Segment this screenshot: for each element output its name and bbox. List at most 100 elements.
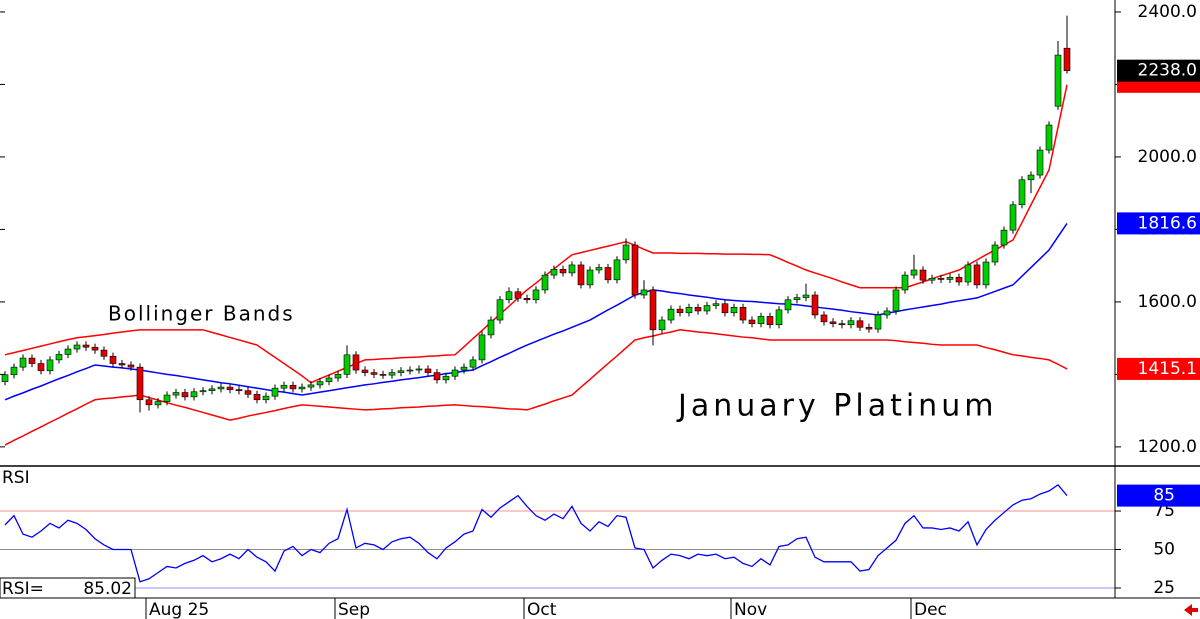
candle-body xyxy=(73,344,81,350)
candle-body xyxy=(1,374,9,382)
candle-body xyxy=(973,264,981,286)
candle-body xyxy=(991,244,999,263)
candle-body xyxy=(883,310,891,316)
candle-body xyxy=(541,274,549,291)
y-tick-label: 2000.0 xyxy=(1138,147,1197,167)
candle-body xyxy=(955,276,963,283)
candle-body xyxy=(856,320,864,328)
candle-body xyxy=(667,308,675,321)
candle-body xyxy=(694,307,702,312)
candle-body xyxy=(217,386,225,390)
candle-body xyxy=(91,346,99,351)
candle-body xyxy=(550,268,558,276)
candle-body xyxy=(676,308,684,314)
candle-body xyxy=(964,264,972,283)
candle-body xyxy=(370,372,378,375)
candle-body xyxy=(568,264,576,274)
annotation: Bollinger Bands xyxy=(108,302,295,326)
candle-body xyxy=(514,291,522,299)
candle-body xyxy=(352,354,360,371)
candle-body xyxy=(289,384,297,390)
candle-body xyxy=(307,384,315,388)
candle-body xyxy=(577,264,585,286)
candle-body xyxy=(505,291,513,301)
value-marker xyxy=(1117,484,1200,507)
candle-body xyxy=(532,289,540,301)
candle-body xyxy=(208,388,216,392)
candle-body xyxy=(451,369,459,377)
candle-body xyxy=(1009,204,1017,231)
candle-body xyxy=(226,386,234,390)
candle-body xyxy=(118,363,126,366)
candle-body xyxy=(343,354,351,375)
candle-body xyxy=(775,309,783,326)
candle-body xyxy=(127,364,135,368)
candle-body xyxy=(100,349,108,357)
candle-body xyxy=(523,297,531,301)
candle-body xyxy=(919,269,927,281)
candle-body xyxy=(424,368,432,373)
candle-body xyxy=(721,303,729,314)
candle-body xyxy=(559,268,567,274)
candle-body xyxy=(640,289,648,296)
candle-body xyxy=(325,377,333,382)
y-tick-label: 50 xyxy=(1153,540,1175,560)
candle-body xyxy=(649,289,657,331)
candle-body xyxy=(1018,179,1026,206)
candle-body xyxy=(442,375,450,381)
candle-body xyxy=(46,359,54,372)
candle-body xyxy=(19,357,27,368)
y-tick-label: 25 xyxy=(1153,578,1175,598)
band-line xyxy=(4,84,1068,384)
candle-body xyxy=(703,305,711,312)
x-tick-label: Oct xyxy=(527,600,557,619)
candle-body xyxy=(172,392,180,396)
x-tick-label: Aug 25 xyxy=(149,600,209,619)
y-tick-label: 1200.0 xyxy=(1138,437,1197,457)
y-tick-label: 1600.0 xyxy=(1138,292,1197,312)
chart-title: January Platinum xyxy=(676,389,997,424)
candle-body xyxy=(487,319,495,336)
candle-body xyxy=(937,278,945,280)
rsi-line xyxy=(4,483,1068,583)
x-tick-label: Dec xyxy=(914,600,947,619)
candle-body xyxy=(685,307,693,314)
marks-layer xyxy=(1,15,1071,583)
band-line xyxy=(4,329,1068,446)
candle-body xyxy=(316,381,324,386)
readout-value: 85.02 xyxy=(83,579,132,599)
candle-body xyxy=(253,394,261,401)
candle-body xyxy=(163,394,171,402)
candle-body xyxy=(190,391,198,398)
candle-body xyxy=(748,319,756,324)
candle-body xyxy=(982,261,990,286)
candle-body xyxy=(910,269,918,276)
x-tick-label: Nov xyxy=(734,600,767,619)
candle-body xyxy=(838,323,846,326)
y-tick-label: 2400.0 xyxy=(1138,2,1197,22)
candle-body xyxy=(109,355,117,364)
candle-body xyxy=(10,366,18,376)
candle-body xyxy=(280,384,288,389)
price-marker-label: 1415.1 xyxy=(1138,359,1197,379)
candle-body xyxy=(244,390,252,395)
readout-label: RSI= xyxy=(2,579,44,599)
candle-body xyxy=(28,357,36,364)
candle-body xyxy=(739,307,747,321)
candle-body xyxy=(235,389,243,392)
candle-body xyxy=(82,344,90,348)
candle-body xyxy=(388,372,396,376)
back-arrow-icon[interactable] xyxy=(1184,604,1198,616)
candle-body xyxy=(631,244,639,296)
grid-layer xyxy=(0,11,1121,619)
price-marker xyxy=(1117,357,1200,380)
candle-body xyxy=(262,395,270,401)
price-marker-label: 1816.6 xyxy=(1138,213,1197,233)
candle-body xyxy=(892,289,900,312)
candle-body xyxy=(784,299,792,311)
candle-body xyxy=(334,374,342,379)
candle-body xyxy=(1063,47,1071,71)
candle-body xyxy=(757,316,765,324)
